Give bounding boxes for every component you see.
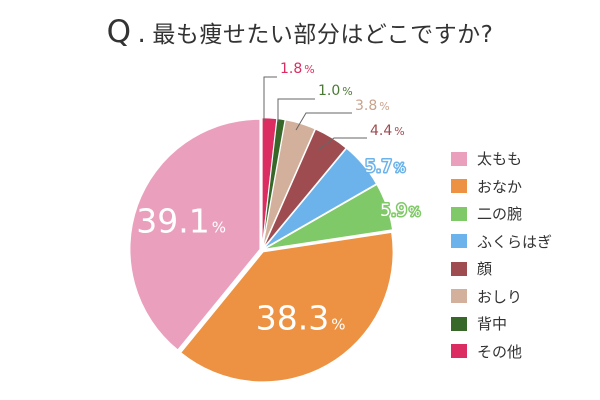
pie-slice-4 [263,147,378,250]
legend-item: 二の腕 [451,200,591,228]
legend-swatch [451,316,467,331]
pie-slice-5 [262,128,347,249]
legend-swatch [451,344,467,359]
leader-line-7 [277,98,315,122]
title-q-dot: . [137,19,147,49]
legend-item: 背中 [451,310,591,338]
legend-swatch [451,261,467,276]
legend-label: おなか [477,177,523,196]
leader-line-5 [317,137,367,151]
legend-label: おしり [477,287,523,306]
pie-slice-2 [180,231,394,383]
chart-title: Q. 最も痩せたい部分はどこですか? [0,14,600,50]
legend-swatch [451,234,467,249]
leader-line-8 [263,76,277,122]
legend-swatch [451,289,467,304]
legend-label: 背中 [477,315,508,334]
legend-item: 顔 [451,255,591,283]
legend-swatch [451,206,467,221]
pie-slice-1 [129,118,261,351]
legend-label: 顔 [477,260,493,279]
legend-swatch [451,179,467,194]
leader-line-6 [295,112,352,131]
legend-label: ふくらはぎ [477,232,553,251]
legend-label: 太もも [477,150,523,169]
legend-item: ふくらはぎ [451,228,591,256]
slice-label-2: 38.3% [256,298,346,337]
legend-item: 太もも [451,145,591,173]
legend-label: 二の腕 [477,205,523,224]
slice-label-8: 1.8% [280,61,315,77]
slice-label-1: 39.1% [136,202,226,241]
slice-label-5: 4.4% [370,123,405,139]
pie-slice-6 [262,119,316,249]
title-text: 最も痩せたい部分はどこですか? [152,22,494,48]
legend-label: その他 [477,342,523,361]
title-q: Q [106,14,132,50]
slice-label-3: 5.9% [380,201,420,221]
pie-slice-3 [263,183,394,250]
slice-label-7: 1.0% [318,83,353,99]
legend-item: おなか [451,173,591,201]
slice-label-6: 3.8% [355,98,390,114]
slice-label-4: 5.7% [365,157,405,177]
legend-item: おしり [451,283,591,311]
legend-swatch [451,151,467,166]
legend-item: その他 [451,338,591,366]
legend: 太ももおなか二の腕ふくらはぎ顔おしり背中その他 [451,145,591,365]
